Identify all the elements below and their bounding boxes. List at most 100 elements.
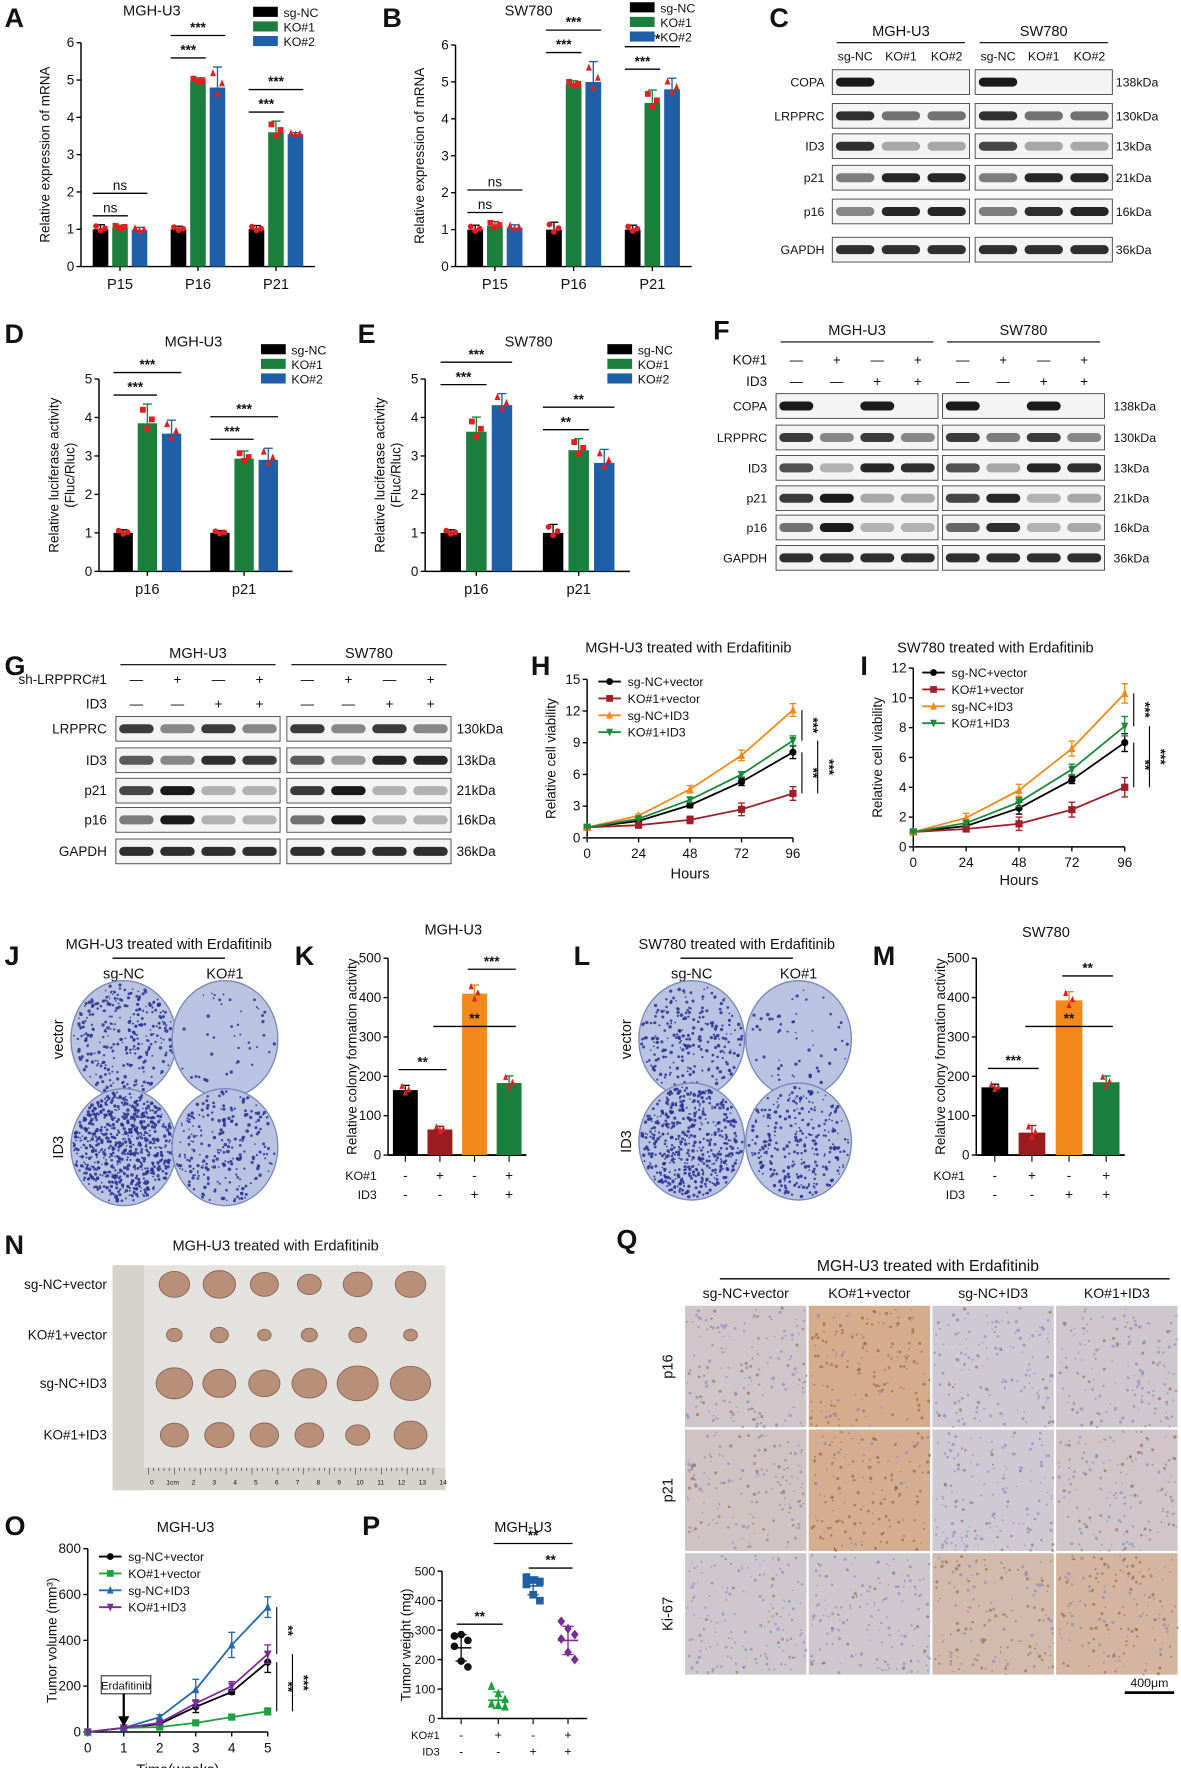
data-point (297, 129, 303, 137)
colony (135, 1033, 138, 1036)
cell-nucleus (1068, 1458, 1071, 1461)
colony (142, 1120, 146, 1123)
y-tick-label: 3 (85, 448, 92, 463)
cell-nucleus (753, 1532, 756, 1535)
significance-label: *** (484, 954, 500, 969)
colony (760, 1108, 764, 1112)
colony (816, 1091, 819, 1094)
cell-nucleus (882, 1322, 885, 1325)
protein-band (927, 173, 966, 183)
colony (108, 1072, 111, 1075)
colony (142, 1070, 145, 1073)
colony (798, 1059, 801, 1063)
cell-nucleus (1119, 1343, 1122, 1345)
cell-nucleus (755, 1469, 759, 1473)
cell-nucleus (763, 1448, 767, 1452)
ihc-image (1056, 1429, 1178, 1551)
colony (681, 1193, 684, 1196)
data-point (509, 1078, 516, 1085)
colony (751, 1138, 754, 1141)
cell-nucleus (816, 1313, 820, 1318)
cell-nucleus (966, 1530, 969, 1533)
cell-nucleus (822, 1330, 825, 1333)
bar (568, 450, 589, 572)
y-tick-label: 5 (441, 74, 449, 89)
data-point (789, 748, 797, 756)
colony (708, 1166, 711, 1170)
cell-nucleus (1168, 1425, 1171, 1428)
chart-title: MGH-U3 treated with Erdafitinib (585, 640, 791, 656)
cell-nucleus (764, 1435, 767, 1438)
colony (219, 1128, 223, 1132)
colony (199, 1153, 201, 1156)
y-axis-label: Tumor weight (mg) (399, 1589, 414, 1702)
colony (688, 1011, 692, 1015)
cell-nucleus (951, 1491, 953, 1493)
colony (118, 1180, 122, 1184)
cell-nucleus (1037, 1395, 1040, 1398)
x-tick-label: 72 (734, 846, 749, 861)
cell-nucleus (758, 1491, 761, 1494)
colony (799, 1100, 802, 1103)
cell-nucleus (1111, 1360, 1113, 1363)
colony (212, 1105, 216, 1109)
cell-nucleus (911, 1440, 914, 1443)
cell-nucleus (827, 1364, 830, 1367)
colony (239, 1192, 242, 1195)
cell-nucleus (744, 1377, 746, 1379)
colony (230, 1146, 234, 1149)
colony (713, 1154, 717, 1158)
protein-band (860, 553, 895, 563)
cell-nucleus (718, 1331, 721, 1334)
colony (844, 1057, 846, 1060)
cell-nucleus (1006, 1311, 1008, 1314)
colony (653, 1021, 657, 1025)
colony (828, 1150, 832, 1154)
cell-nucleus (970, 1437, 972, 1439)
cell-nucleus (1099, 1441, 1102, 1443)
protein-band (413, 724, 448, 734)
colony (683, 1169, 686, 1172)
colony (161, 1020, 164, 1023)
colony (673, 1173, 676, 1176)
colony (738, 1043, 742, 1046)
row-label: KO#1+vector (28, 1327, 108, 1342)
colony (111, 1151, 115, 1155)
colony (663, 1142, 667, 1146)
protein-label: ID3 (805, 140, 824, 154)
colony (681, 1188, 685, 1192)
series-line (586, 739, 794, 829)
colony (757, 1156, 761, 1160)
cell-nucleus (720, 1324, 724, 1328)
colony (243, 1167, 246, 1170)
row-label: vector (51, 1019, 67, 1059)
colony (698, 1012, 702, 1015)
colony (122, 1127, 126, 1131)
cell-nucleus (773, 1335, 776, 1338)
colony (765, 1150, 768, 1153)
colony (696, 1172, 701, 1177)
colony (751, 1128, 755, 1133)
colony (110, 1135, 113, 1138)
colony (143, 1136, 148, 1141)
cell-nucleus (983, 1407, 986, 1410)
x-tick-label: 96 (785, 846, 800, 861)
colony (190, 1140, 192, 1142)
colony (801, 1132, 804, 1135)
colony (686, 1195, 689, 1198)
colony (803, 1176, 807, 1180)
colony (777, 1074, 780, 1076)
colony (676, 1010, 680, 1014)
colony (669, 1050, 673, 1055)
colony (681, 1117, 685, 1121)
cell-nucleus (944, 1484, 948, 1488)
colony (123, 1112, 127, 1117)
cell-nucleus (1036, 1392, 1039, 1395)
colony (115, 1181, 118, 1185)
colony (145, 1148, 149, 1152)
colony (817, 1069, 820, 1073)
condition-mark: - (1030, 1187, 1035, 1202)
colony (708, 1101, 711, 1105)
protein-label: GAPDH (780, 243, 824, 257)
cell-nucleus (1173, 1435, 1177, 1439)
